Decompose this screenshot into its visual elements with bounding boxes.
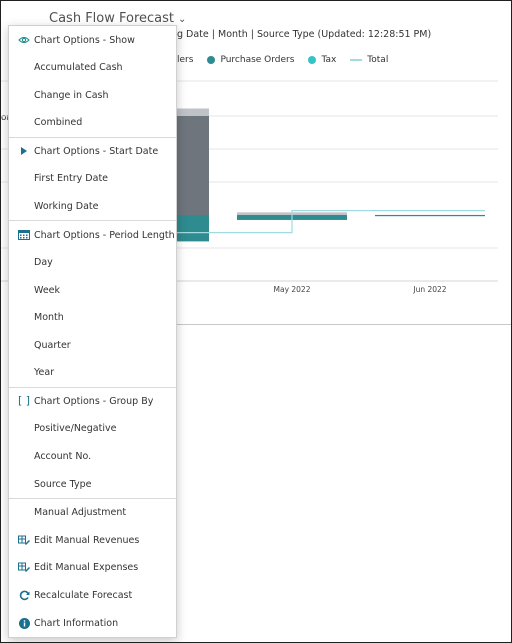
edit-table-icon: [18, 561, 30, 573]
chart-title-dropdown[interactable]: Cash Flow Forecast ⌄: [49, 8, 186, 28]
menu-separator: [9, 137, 176, 138]
menu-separator: [9, 220, 176, 221]
menu-item-month[interactable]: Month: [9, 304, 176, 330]
chart-legend: lers Purchase Orders Tax Total: [177, 53, 402, 67]
chart-subtitle: g Date | Month | Source Type (Updated: 1…: [177, 29, 432, 40]
menu-item-label: Combined: [34, 116, 83, 128]
calendar-grid-icon: [18, 229, 30, 241]
x-tick-label: May 2022: [274, 285, 311, 294]
menu-separator: [9, 498, 176, 499]
menu-item-positive-negative[interactable]: Positive/Negative: [9, 415, 176, 441]
menu-item-label: Year: [34, 366, 55, 378]
menu-item-chart-information[interactable]: Chart Information: [9, 610, 176, 636]
menu-item-label: Quarter: [34, 339, 71, 351]
menu-header-manual-adjustment: Manual Adjustment: [9, 499, 176, 525]
menu-item-label: Day: [34, 256, 53, 268]
menu-item-label: Month: [34, 311, 64, 323]
menu-item-recalculate-forecast[interactable]: Recalculate Forecast: [9, 582, 176, 608]
menu-item-label: Change in Cash: [34, 89, 109, 101]
menu-header-period-length: Chart Options - Period Length: [9, 222, 176, 248]
bar-segment: [173, 108, 209, 116]
menu-item-day[interactable]: Day: [9, 249, 176, 275]
menu-header-label: Chart Options - Group By: [34, 395, 154, 407]
chevron-down-icon: ⌄: [178, 13, 187, 25]
legend-label: Total: [367, 55, 389, 65]
menu-item-label: Recalculate Forecast: [34, 589, 133, 601]
chart-title: Cash Flow Forecast: [49, 10, 175, 26]
menu-header-label: Chart Options - Show: [34, 34, 135, 46]
menu-header-label: Chart Options - Period Length: [34, 229, 175, 241]
legend-label: Tax: [321, 55, 337, 65]
menu-item-source-type[interactable]: Source Type: [9, 471, 176, 497]
brackets-icon: [ ]: [17, 394, 31, 407]
menu-item-week[interactable]: Week: [9, 277, 176, 303]
menu-item-label: Positive/Negative: [34, 422, 117, 434]
menu-item-year[interactable]: Year: [9, 359, 176, 385]
menu-separator: [9, 387, 176, 388]
legend-line-icon: [350, 59, 363, 61]
menu-item-label: Edit Manual Expenses: [34, 561, 139, 573]
legend-label: lers: [177, 55, 194, 65]
menu-item-quarter[interactable]: Quarter: [9, 332, 176, 358]
refresh-icon: [18, 589, 30, 601]
legend-item-partial[interactable]: lers: [177, 55, 193, 65]
legend-dot-icon: [308, 56, 317, 64]
bar-segment: [375, 215, 485, 217]
total-line: [171, 210, 485, 234]
menu-item-label: Working Date: [34, 200, 99, 212]
legend-dot-icon: [207, 56, 216, 64]
legend-item-purchase-orders[interactable]: Purchase Orders: [207, 55, 294, 65]
menu-header-label: Manual Adjustment: [34, 506, 127, 518]
info-icon: [18, 617, 30, 629]
menu-item-edit-manual-expenses[interactable]: Edit Manual Expenses: [9, 554, 176, 580]
menu-header-label: Chart Options - Start Date: [34, 145, 159, 157]
menu-item-label: Chart Information: [34, 617, 119, 629]
menu-item-label: Edit Manual Revenues: [34, 534, 140, 546]
menu-item-first-entry-date[interactable]: First Entry Date: [9, 165, 176, 191]
menu-item-label: Accumulated Cash: [34, 61, 123, 73]
play-triangle-icon: [18, 145, 30, 157]
menu-header-group-by: [ ] Chart Options - Group By: [9, 388, 176, 414]
menu-item-account-no[interactable]: Account No.: [9, 443, 176, 469]
edit-table-icon: [18, 534, 30, 546]
chart-options-menu: Chart Options - Show Accumulated Cash Ch…: [8, 25, 177, 638]
menu-header-show: Chart Options - Show: [9, 27, 176, 53]
menu-item-change-in-cash[interactable]: Change in Cash: [9, 82, 176, 108]
x-tick-label: Jun 2022: [412, 285, 446, 294]
eye-icon: [18, 34, 30, 46]
menu-item-label: Account No.: [34, 450, 92, 462]
legend-label: Purchase Orders: [220, 55, 295, 65]
legend-item-tax[interactable]: Tax: [308, 55, 336, 65]
menu-item-working-date[interactable]: Working Date: [9, 193, 176, 219]
menu-item-label: Week: [34, 284, 61, 296]
menu-item-edit-manual-revenues[interactable]: Edit Manual Revenues: [9, 527, 176, 553]
menu-item-combined[interactable]: Combined: [9, 109, 176, 135]
menu-item-label: First Entry Date: [34, 172, 109, 184]
menu-header-start-date: Chart Options - Start Date: [9, 138, 176, 164]
bar-segment: [173, 215, 209, 242]
axis-label-partial: on: [1, 113, 13, 123]
cash-flow-chart: May 2022 Jun 2022: [1, 80, 498, 294]
bar-segment: [173, 116, 209, 215]
legend-item-total[interactable]: Total: [350, 55, 388, 65]
chart-bottom-divider: [175, 324, 511, 325]
menu-item-label: Source Type: [34, 478, 92, 490]
menu-item-accumulated-cash[interactable]: Accumulated Cash: [9, 54, 176, 80]
